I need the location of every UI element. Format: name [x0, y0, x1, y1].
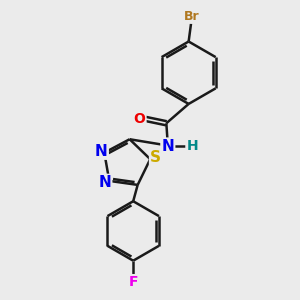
Text: N: N: [98, 175, 111, 190]
Text: F: F: [128, 275, 138, 289]
Text: N: N: [95, 144, 108, 159]
Text: S: S: [150, 150, 161, 165]
Text: H: H: [186, 139, 198, 152]
Text: O: O: [134, 112, 146, 126]
Text: Br: Br: [184, 10, 200, 23]
Text: N: N: [161, 139, 174, 154]
